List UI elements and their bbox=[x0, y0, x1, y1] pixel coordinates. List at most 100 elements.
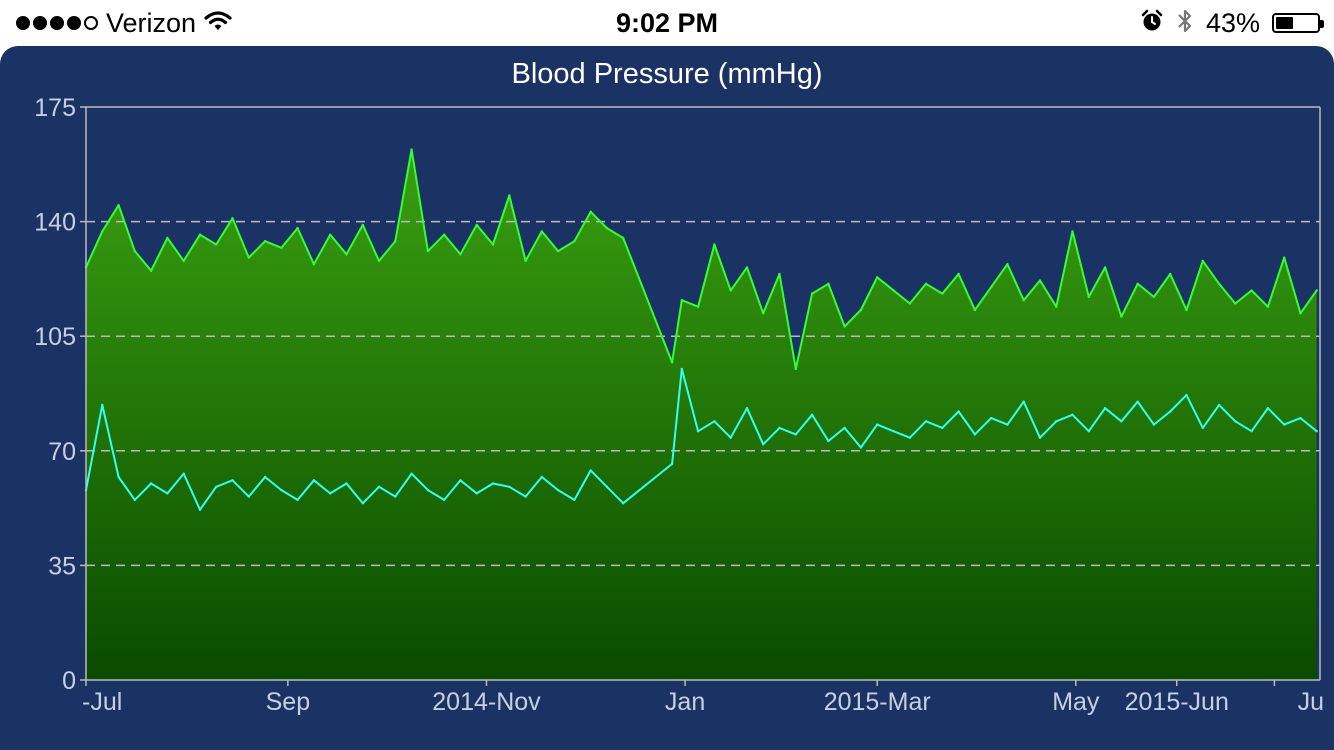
diastolic-point bbox=[1136, 400, 1139, 403]
systolic-point bbox=[696, 305, 700, 308]
status-bar: Verizon 9:02 PM 43% bbox=[0, 0, 1334, 46]
diastolic-point bbox=[117, 475, 120, 479]
battery-percent: 43% bbox=[1205, 7, 1260, 38]
diastolic-point bbox=[215, 485, 218, 488]
diastolic-point bbox=[1201, 426, 1205, 430]
systolic-point bbox=[1022, 299, 1025, 302]
x-tick-label: 2015-Jun bbox=[1125, 688, 1229, 716]
systolic-point bbox=[1315, 289, 1318, 292]
systolic-point bbox=[345, 253, 348, 256]
diastolic-point bbox=[622, 502, 625, 505]
systolic-point bbox=[941, 292, 944, 295]
diastolic-point bbox=[924, 420, 928, 423]
signal-dot bbox=[84, 16, 98, 30]
diastolic-point bbox=[426, 488, 430, 492]
systolic-point bbox=[1283, 256, 1286, 259]
systolic-area-fill bbox=[86, 149, 1317, 680]
diastolic-point bbox=[198, 508, 202, 511]
diastolic-point bbox=[908, 436, 911, 439]
systolic-point bbox=[491, 243, 495, 246]
systolic-point bbox=[745, 266, 749, 269]
signal-strength-icon bbox=[16, 16, 98, 30]
diastolic-point bbox=[1266, 407, 1270, 410]
systolic-point bbox=[573, 240, 576, 243]
systolic-point bbox=[101, 230, 104, 233]
diastolic-point bbox=[745, 407, 749, 410]
blood-pressure-chart: 0 35 70 105 140 175 -Jul Sep 2014-Nov Jan 2015-Mar… bbox=[34, 94, 1324, 716]
y-tick-label: 105 bbox=[34, 323, 76, 351]
diastolic-point bbox=[859, 446, 863, 449]
systolic-point bbox=[443, 233, 446, 236]
diastolic-point bbox=[778, 426, 781, 430]
diastolic-point bbox=[605, 485, 609, 488]
diastolic-point bbox=[377, 485, 381, 488]
systolic-point bbox=[426, 249, 430, 253]
diastolic-point bbox=[1283, 423, 1286, 426]
diastolic-point bbox=[1103, 407, 1107, 410]
diastolic-point bbox=[573, 498, 576, 502]
diastolic-point bbox=[1120, 420, 1123, 423]
systolic-point bbox=[475, 223, 478, 227]
systolic-point bbox=[827, 282, 830, 285]
signal-dot bbox=[16, 16, 30, 30]
systolic-point bbox=[778, 272, 781, 276]
systolic-point bbox=[231, 217, 234, 220]
diastolic-point bbox=[491, 482, 495, 485]
diastolic-point bbox=[696, 430, 700, 433]
systolic-point bbox=[1234, 302, 1237, 305]
diastolic-point bbox=[329, 492, 332, 495]
y-tick-label: 70 bbox=[48, 438, 76, 466]
wifi-icon bbox=[204, 10, 232, 37]
systolic-point bbox=[957, 272, 960, 276]
systolic-point bbox=[892, 289, 895, 292]
status-right: 43% bbox=[1140, 6, 1324, 40]
y-tick-label: 140 bbox=[34, 209, 76, 237]
carrier-name: Verizon bbox=[106, 7, 197, 38]
systolic-point bbox=[247, 256, 250, 259]
systolic-point bbox=[1071, 230, 1074, 233]
diastolic-point bbox=[957, 410, 960, 413]
diastolic-point bbox=[345, 482, 348, 485]
diastolic-point bbox=[1038, 436, 1042, 439]
systolic-point bbox=[329, 233, 332, 236]
systolic-point bbox=[1120, 315, 1123, 318]
diastolic-point bbox=[166, 492, 169, 495]
diastolic-point bbox=[524, 495, 527, 498]
systolic-point bbox=[1006, 263, 1009, 266]
diastolic-point bbox=[1071, 413, 1074, 416]
battery-level bbox=[1276, 17, 1294, 29]
y-tick-label: 0 bbox=[62, 667, 76, 695]
chart-title: Blood Pressure (mmHg) bbox=[511, 58, 823, 90]
diastolic-point bbox=[231, 479, 234, 482]
systolic-point bbox=[1266, 305, 1270, 308]
x-tick-label: May bbox=[1052, 688, 1100, 716]
systolic-point bbox=[1169, 272, 1172, 276]
systolic-point bbox=[589, 210, 592, 213]
systolic-point bbox=[1185, 308, 1188, 312]
diastolic-point bbox=[973, 433, 977, 436]
systolic-point bbox=[540, 230, 543, 233]
systolic-point bbox=[876, 276, 879, 279]
diastolic-point bbox=[312, 479, 316, 482]
diastolic-point bbox=[508, 485, 511, 488]
chart-panel: Blood Pressure (mmHg) 0 35 70 105 140 175 -Jul… bbox=[0, 46, 1334, 750]
y-tick-label: 35 bbox=[48, 552, 76, 580]
systolic-point bbox=[166, 236, 169, 240]
systolic-point bbox=[1217, 282, 1221, 285]
systolic-point bbox=[1087, 295, 1091, 299]
systolic-point bbox=[1055, 305, 1058, 308]
diastolic-point bbox=[133, 498, 136, 502]
systolic-point bbox=[198, 233, 202, 236]
systolic-point bbox=[729, 289, 732, 292]
systolic-point bbox=[762, 312, 765, 315]
diastolic-point bbox=[1169, 410, 1172, 413]
systolic-point bbox=[312, 263, 316, 266]
diastolic-point bbox=[1022, 400, 1025, 403]
diastolic-point bbox=[280, 488, 283, 492]
diastolic-point bbox=[762, 443, 765, 446]
battery-cap bbox=[1320, 20, 1324, 28]
diastolic-point bbox=[990, 416, 993, 420]
diastolic-point bbox=[443, 498, 446, 502]
systolic-point bbox=[859, 308, 863, 312]
diastolic-point bbox=[670, 462, 674, 466]
